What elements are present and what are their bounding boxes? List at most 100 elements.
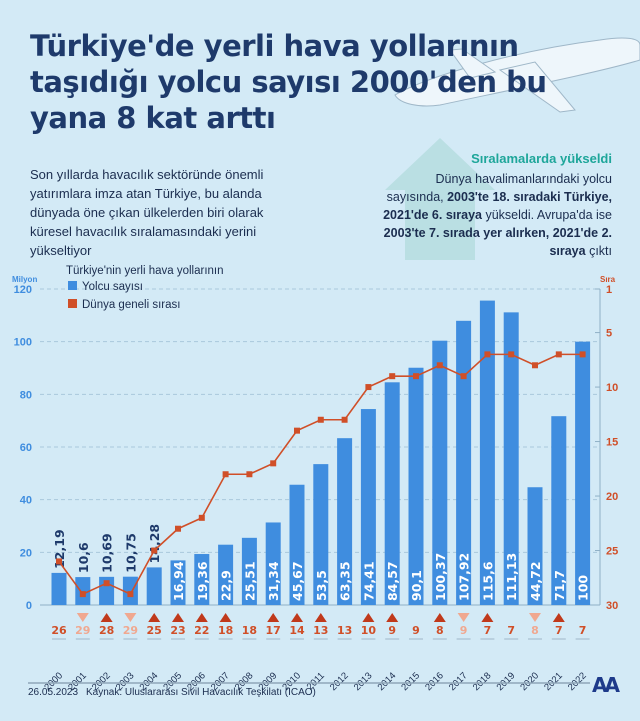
- bar: [313, 464, 329, 605]
- bar: [51, 572, 67, 605]
- y-tick-left: 80: [20, 389, 32, 401]
- rank-label: 28: [99, 624, 114, 637]
- bar-value-label: 16,94: [171, 561, 186, 601]
- y-tick-left: 60: [20, 442, 32, 454]
- rank-point: [175, 525, 181, 532]
- bar: [479, 300, 495, 605]
- rank-label: 17: [266, 624, 281, 637]
- bar-value-label: 45,67: [290, 561, 305, 601]
- bar: [384, 382, 400, 605]
- bar: [170, 560, 186, 605]
- bar-value-label: 111,13: [504, 553, 519, 601]
- rank-point: [246, 471, 253, 478]
- x-tick-label: 2018: [471, 670, 494, 693]
- bar-value-label: 10,69: [100, 533, 115, 573]
- highlight-text-3: çıktı: [585, 244, 612, 258]
- trend-down-icon: [529, 613, 541, 622]
- rank-point: [532, 362, 538, 369]
- bar-value-label: 44,72: [528, 561, 543, 601]
- bar-value-label: 19,36: [195, 561, 210, 601]
- rank-label: 7: [555, 624, 563, 637]
- bar: [575, 341, 591, 605]
- trend-down-icon: [457, 613, 470, 622]
- rank-point: [270, 460, 277, 467]
- rank-label: 8: [436, 624, 444, 637]
- rank-point: [56, 558, 62, 565]
- intro-text: Son yıllarda havacılık sektöründe önemli…: [30, 167, 264, 258]
- bar: [360, 409, 376, 605]
- highlight-bold-1: 2003'te 18. sıradaki Türkiye, 2021'de 6.…: [383, 190, 612, 222]
- rank-point: [484, 351, 491, 358]
- bar: [241, 537, 257, 605]
- y-axis-left-label: Milyon: [12, 275, 37, 284]
- rank-label: 29: [123, 624, 138, 637]
- bar: [551, 416, 567, 605]
- y-tick-right: 1: [606, 284, 612, 296]
- rank-point: [555, 351, 562, 358]
- trend-up-icon: [552, 613, 565, 622]
- rank-point: [79, 591, 86, 598]
- rank-label: 23: [170, 624, 185, 637]
- highlight-box: Sıralamalarda yükseldi Dünya havalimanla…: [382, 150, 612, 260]
- trend-up-icon: [219, 613, 232, 622]
- bar-value-label: 74,41: [361, 561, 376, 601]
- bar: [75, 577, 91, 605]
- y-axis-right-label: Sıra: [600, 275, 616, 284]
- x-tick-label: 2012: [328, 670, 351, 693]
- x-tick-label: 2021: [542, 670, 565, 693]
- highlight-bold-2: 2003'te 7. sırada yer alırken, 2021'de 2…: [383, 226, 612, 258]
- highlight-text-2: yükseldi. Avrupa'da ise: [481, 208, 612, 222]
- trend-down-icon: [76, 613, 89, 622]
- bar-value-label: 115,6: [480, 561, 495, 601]
- y-tick-right: 30: [606, 600, 618, 612]
- bar: [456, 320, 472, 605]
- bar: [527, 487, 543, 605]
- rank-point: [151, 547, 158, 554]
- bar-value-label: 22,9: [219, 570, 234, 601]
- legend-label-bar: Yolcu sayısı: [82, 281, 143, 293]
- x-tick-label: 2016: [423, 670, 446, 693]
- trend-up-icon: [386, 613, 399, 622]
- highlight-heading: Sıralamalarda yükseldi: [471, 151, 612, 166]
- rank-point: [579, 351, 586, 358]
- rank-point: [341, 416, 348, 423]
- up-arrow-decoration: [385, 138, 495, 260]
- rank-point: [413, 373, 419, 380]
- bar-value-label: 100: [576, 575, 591, 601]
- trend-up-icon: [433, 613, 446, 622]
- y-tick-right: 15: [606, 437, 618, 449]
- rank-label: 18: [218, 624, 233, 637]
- trend-up-icon: [481, 613, 494, 622]
- bar-value-label: 90,1: [409, 570, 424, 601]
- rank-label: 26: [51, 624, 67, 637]
- bar: [146, 567, 162, 605]
- y-tick-right: 5: [606, 328, 612, 340]
- y-tick-left: 0: [26, 600, 32, 612]
- rank-label: 13: [313, 624, 328, 637]
- rank-label: 9: [388, 624, 396, 637]
- rank-label: 9: [460, 624, 468, 637]
- bar: [337, 438, 353, 605]
- x-tick-label: 2014: [376, 670, 399, 693]
- bar: [218, 544, 234, 605]
- footer-date: 26.05.2023: [28, 687, 79, 698]
- y-tick-left: 120: [14, 284, 32, 296]
- rank-label: 9: [412, 624, 420, 637]
- rank-label: 7: [507, 624, 515, 637]
- highlight-text-1: Dünya havalimanlarındaki yolcu sayısında…: [386, 172, 612, 204]
- trend-up-icon: [172, 613, 184, 622]
- rank-point: [508, 351, 515, 358]
- y-tick-right: 20: [606, 491, 618, 503]
- legend-title: Türkiye'nin yerli hava yollarının: [66, 265, 224, 277]
- bar-value-label: 31,34: [266, 561, 281, 601]
- rank-point: [436, 362, 443, 369]
- bar: [194, 554, 210, 605]
- rank-label: 13: [337, 624, 352, 637]
- trend-up-icon: [314, 613, 327, 622]
- rank-label: 10: [361, 624, 377, 637]
- rank-point: [460, 373, 467, 380]
- rank-label: 25: [147, 624, 162, 637]
- y-tick-right: 10: [606, 382, 618, 394]
- bar: [122, 576, 138, 605]
